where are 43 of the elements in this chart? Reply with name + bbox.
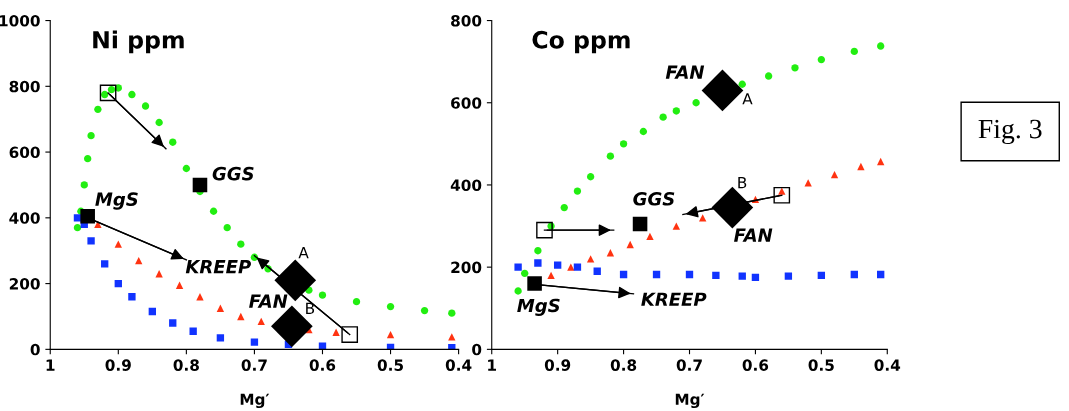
x-tick-label: 0.4: [445, 359, 472, 371]
y-tick-label: 200: [451, 261, 482, 274]
x-tick-label: 0.5: [377, 359, 404, 371]
caption: Fig. 3: [978, 119, 1042, 145]
y-tick-label: 0: [472, 343, 482, 356]
annotation: KREEP: [185, 260, 251, 274]
y-tick-label: 800: [9, 80, 40, 93]
annotation: FAN: [734, 228, 773, 242]
x-tick-label: 0.9: [544, 359, 571, 371]
annotation: A: [742, 93, 753, 105]
y-tick-label: 400: [9, 212, 40, 224]
chart-title: Ni ppm: [93, 30, 184, 54]
annotation: FAN: [665, 65, 705, 79]
annotation: GGS: [633, 191, 675, 206]
y-tick-label: 1000: [0, 15, 40, 27]
annotation: B: [306, 302, 315, 314]
x-tick-label: 0.8: [173, 359, 199, 371]
annotation: KREEP: [641, 292, 707, 306]
x-tick-label: 0.6: [309, 359, 336, 371]
x-tick-label: 1: [488, 359, 496, 371]
x-axis-title: Mg′: [240, 393, 270, 409]
x-axis-title: Mg′: [675, 393, 705, 409]
x-tick-label: 0.9: [105, 359, 131, 371]
annotation: A: [298, 246, 309, 259]
y-tick-label: 600: [451, 97, 482, 109]
x-tick-label: 0.8: [610, 359, 637, 371]
x-tick-label: 0.7: [241, 359, 267, 371]
x-tick-label: 0.5: [808, 359, 834, 371]
y-tick-label: 600: [9, 146, 40, 159]
y-tick-label: 0: [30, 343, 40, 356]
annotation: MgS: [95, 192, 138, 210]
x-tick-label: 0.6: [742, 359, 769, 371]
x-tick-label: 0.7: [676, 359, 702, 371]
y-tick-label: 800: [451, 15, 482, 27]
annotation: FAN: [249, 294, 288, 308]
chart-title: Co ppm: [532, 30, 630, 54]
annotation: B: [738, 177, 747, 189]
y-tick-label: 200: [9, 278, 40, 290]
x-tick-label: 1: [46, 359, 55, 371]
annotation: MgS: [517, 298, 560, 316]
annotation: GGS: [212, 166, 254, 181]
x-tick-label: 0.4: [874, 359, 901, 371]
y-tick-label: 400: [450, 179, 482, 191]
